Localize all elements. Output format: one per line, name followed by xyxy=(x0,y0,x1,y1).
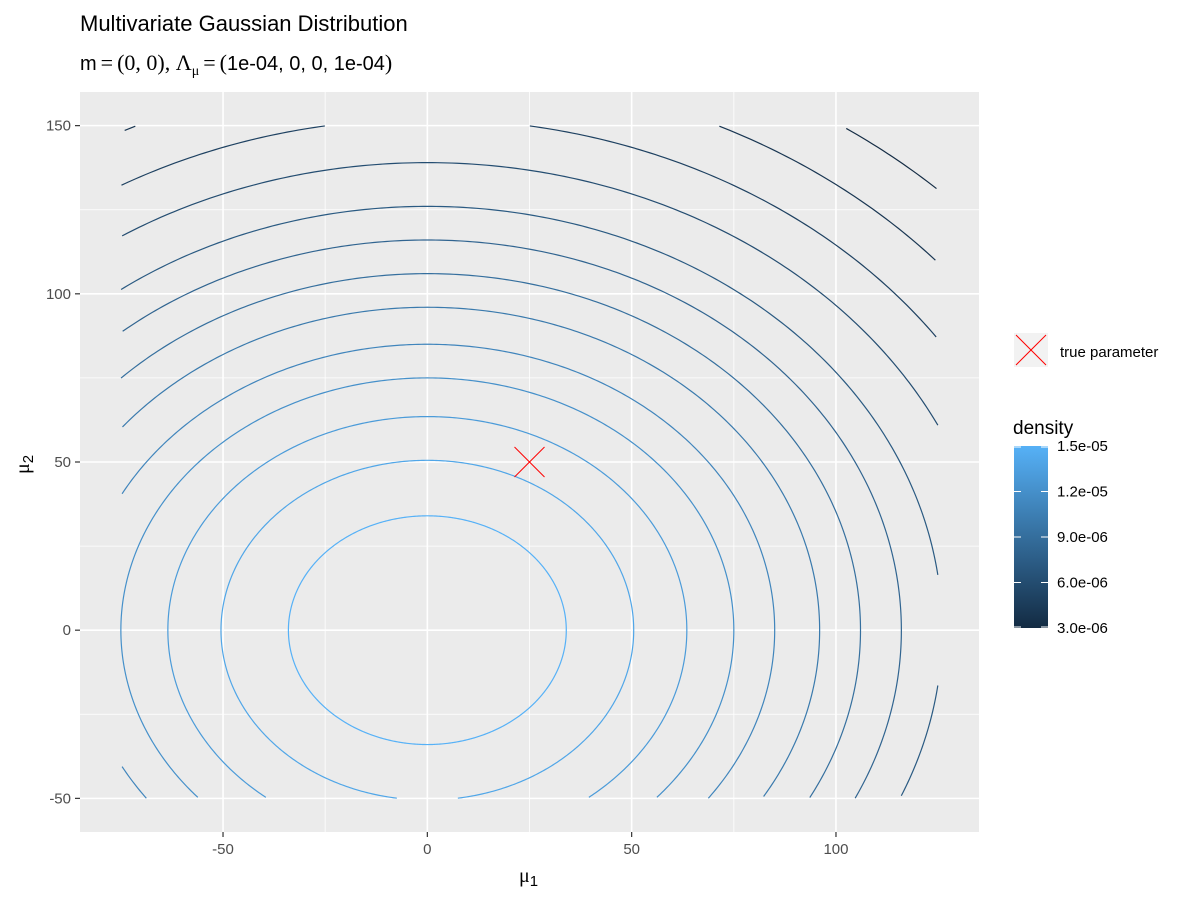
y-axis: -50 0 50 100 150 xyxy=(46,118,80,807)
contour-line xyxy=(121,125,325,186)
subtitle-lambda-subscript: μ xyxy=(192,64,200,79)
contour-line xyxy=(122,306,821,797)
subtitle-m-symbol: m xyxy=(80,53,97,75)
subtitle-lambda-close: ) xyxy=(385,50,392,75)
legend-colorbar-ticks: 1.5e-05 1.2e-05 9.0e-06 6.0e-06 3.0e-06 xyxy=(1014,438,1108,637)
subtitle-lambda-open: ( xyxy=(220,50,227,75)
contour-line xyxy=(122,239,902,799)
legend-marker-label: true parameter xyxy=(1060,344,1158,361)
y-tick-label: -50 xyxy=(49,790,71,807)
subtitle-equals-1: = xyxy=(101,50,113,75)
legend-density: density 1.5e-05 1.2e-05 9.0e-06 6.0e-06 3.0e… xyxy=(1013,418,1108,637)
true-parameter-marker xyxy=(514,446,545,478)
contour-lines xyxy=(120,125,939,799)
chart-subtitle: m = (0, 0), Λμ = (1e-04, 0, 0, 1e-04) xyxy=(80,50,392,79)
colorbar-tick-label: 3.0e-06 xyxy=(1057,620,1108,637)
colorbar-tick-label: 9.0e-06 xyxy=(1057,529,1108,546)
colorbar-tick-label: 1.5e-05 xyxy=(1057,438,1108,455)
contour-line xyxy=(719,125,936,261)
x-tick-label: 100 xyxy=(823,841,848,858)
contour-line xyxy=(124,125,136,132)
subtitle-lambda-value: 1e-04, 0, 0, 1e-04 xyxy=(227,53,385,75)
contour-line xyxy=(900,685,939,797)
x-tick-label: 50 xyxy=(623,841,640,858)
y-tick-label: 0 xyxy=(63,622,71,639)
contour-line xyxy=(121,343,776,799)
marker-x-stroke-2 xyxy=(514,446,545,478)
legend-marker: true parameter xyxy=(1014,333,1158,367)
colorbar-tick-label: 6.0e-06 xyxy=(1057,575,1108,592)
x-tick-label: 0 xyxy=(423,841,431,858)
contour-line xyxy=(120,205,939,575)
contour-line xyxy=(529,125,937,338)
legend-marker-x-stroke-2 xyxy=(1015,334,1047,366)
subtitle-lambda-symbol: Λ xyxy=(176,50,192,75)
x-tick-label: -50 xyxy=(212,841,234,858)
subtitle-m-value: (0, 0) xyxy=(117,50,165,75)
subtitle-comma: , xyxy=(165,50,176,75)
x-axis-title: μ1 xyxy=(519,865,538,890)
contour-line xyxy=(120,377,735,798)
y-tick-label: 150 xyxy=(46,118,71,135)
x-axis: -50 0 50 100 xyxy=(212,832,848,858)
chart-title: Multivariate Gaussian Distribution xyxy=(80,11,408,36)
colorbar-tick-label: 1.2e-05 xyxy=(1057,484,1108,501)
subtitle-equals-2: = xyxy=(203,50,215,75)
y-tick-label: 50 xyxy=(54,454,71,471)
contour-line xyxy=(845,127,937,190)
legend-density-title: density xyxy=(1013,418,1074,439)
contour-line xyxy=(220,459,635,799)
contour-line xyxy=(121,766,147,799)
y-axis-title: μ2 xyxy=(12,455,37,474)
contour-line xyxy=(121,162,939,426)
contour-line xyxy=(167,415,688,798)
contour-line xyxy=(120,273,862,798)
contour-line xyxy=(287,515,567,746)
y-tick-label: 100 xyxy=(46,286,71,303)
